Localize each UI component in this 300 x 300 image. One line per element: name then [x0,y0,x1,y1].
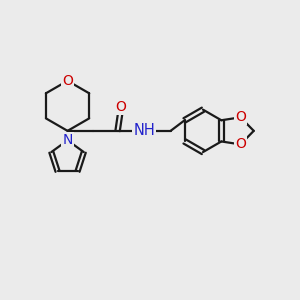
Text: O: O [235,110,246,124]
Text: NH: NH [133,123,155,138]
Text: O: O [235,137,246,152]
Text: O: O [62,74,73,88]
Text: N: N [62,133,73,147]
Text: O: O [116,100,127,114]
